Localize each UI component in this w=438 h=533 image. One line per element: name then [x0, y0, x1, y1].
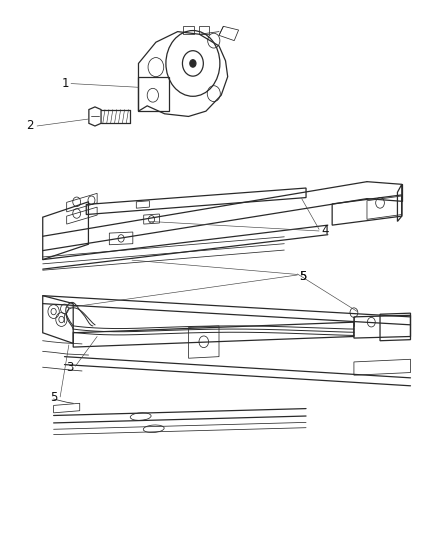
Text: 5: 5	[300, 270, 307, 282]
Text: 4: 4	[321, 224, 329, 237]
Text: 1: 1	[61, 77, 69, 90]
Text: 2: 2	[27, 119, 34, 133]
Text: 3: 3	[66, 361, 73, 374]
Text: 5: 5	[300, 270, 307, 282]
Circle shape	[190, 60, 196, 67]
Text: 5: 5	[51, 392, 58, 405]
